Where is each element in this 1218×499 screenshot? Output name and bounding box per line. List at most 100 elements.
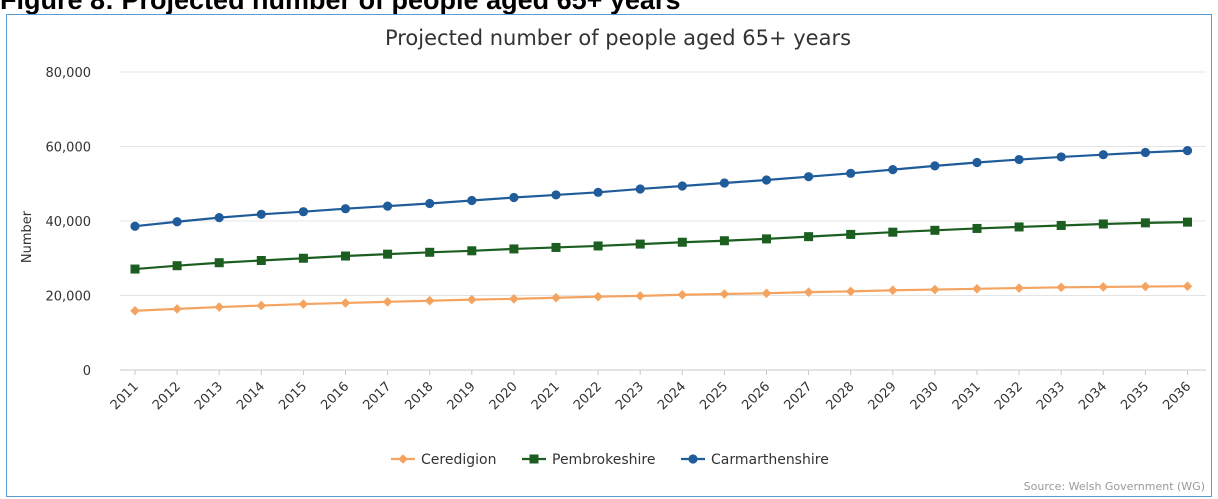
data-point-carmarthenshire[interactable] (383, 201, 393, 211)
y-tick-label: 60,000 (46, 141, 92, 156)
data-point-carmarthenshire[interactable] (425, 198, 435, 209)
data-point-pembrokeshire[interactable] (1014, 222, 1024, 232)
data-point-carmarthenshire[interactable] (972, 157, 982, 168)
data-point-ceredigion[interactable] (1182, 281, 1193, 291)
y-tick-label: 80,000 (46, 66, 92, 81)
data-point-carmarthenshire[interactable] (888, 164, 898, 175)
data-point-ceredigion[interactable] (845, 286, 856, 297)
data-point-pembrokeshire[interactable] (256, 255, 266, 265)
data-point-pembrokeshire[interactable] (130, 264, 140, 274)
data-point-pembrokeshire[interactable] (930, 225, 940, 235)
data-point-carmarthenshire[interactable] (1182, 145, 1193, 156)
data-point-pembrokeshire[interactable] (888, 227, 898, 237)
data-point-ceredigion[interactable] (551, 292, 561, 303)
legend-marker[interactable] (398, 454, 408, 464)
data-point-pembrokeshire[interactable] (467, 246, 477, 256)
y-tick-label: 40,000 (46, 215, 92, 230)
data-point-ceredigion[interactable] (424, 295, 435, 306)
data-point-pembrokeshire[interactable] (1140, 218, 1150, 228)
data-point-pembrokeshire[interactable] (719, 236, 729, 246)
data-point-carmarthenshire[interactable] (509, 192, 519, 203)
data-point-ceredigion[interactable] (467, 294, 477, 305)
data-point-ceredigion[interactable] (593, 291, 603, 302)
data-point-pembrokeshire[interactable] (846, 229, 856, 239)
x-tick-label: 2016 (318, 379, 352, 413)
data-point-carmarthenshire[interactable] (761, 175, 772, 185)
data-point-pembrokeshire[interactable] (425, 247, 435, 257)
data-point-carmarthenshire[interactable] (551, 190, 561, 200)
data-point-ceredigion[interactable] (298, 299, 309, 309)
data-point-carmarthenshire[interactable] (172, 217, 182, 227)
data-point-pembrokeshire[interactable] (1098, 219, 1108, 229)
data-point-ceredigion[interactable] (130, 305, 140, 316)
data-point-ceredigion[interactable] (930, 284, 940, 295)
data-point-pembrokeshire[interactable] (214, 258, 224, 268)
data-point-pembrokeshire[interactable] (1056, 220, 1066, 230)
data-point-ceredigion[interactable] (972, 283, 982, 294)
data-point-carmarthenshire[interactable] (1098, 150, 1108, 160)
data-point-ceredigion[interactable] (1056, 282, 1066, 293)
data-point-carmarthenshire[interactable] (593, 187, 603, 197)
data-point-carmarthenshire[interactable] (298, 207, 308, 217)
x-tick-label: 2015 (276, 379, 310, 413)
data-point-ceredigion[interactable] (1140, 281, 1151, 292)
data-point-carmarthenshire[interactable] (846, 168, 856, 178)
legend[interactable]: Ceredigion Pembrokeshire Carmarthenshire (391, 452, 829, 468)
data-point-pembrokeshire[interactable] (593, 241, 603, 251)
data-point-ceredigion[interactable] (761, 288, 772, 299)
legend-item-carmarthenshire[interactable]: Carmarthenshire (681, 452, 829, 468)
x-tick-label: 2012 (150, 379, 184, 413)
data-point-pembrokeshire[interactable] (298, 253, 308, 263)
data-point-carmarthenshire[interactable] (130, 221, 140, 231)
legend-marker[interactable] (688, 454, 698, 464)
data-point-pembrokeshire[interactable] (1183, 217, 1192, 227)
series-line-ceredigion (134, 285, 1188, 312)
data-point-ceredigion[interactable] (172, 304, 182, 314)
data-point-carmarthenshire[interactable] (930, 161, 940, 171)
data-point-carmarthenshire[interactable] (719, 178, 730, 188)
data-point-pembrokeshire[interactable] (762, 234, 771, 244)
data-point-carmarthenshire[interactable] (1056, 152, 1066, 162)
data-point-ceredigion[interactable] (509, 294, 519, 304)
data-point-ceredigion[interactable] (888, 285, 898, 296)
x-tick-label: 2026 (739, 379, 773, 413)
data-point-ceredigion[interactable] (382, 297, 393, 307)
data-point-ceredigion[interactable] (1098, 282, 1109, 292)
x-tick-label: 2028 (824, 379, 858, 413)
data-point-carmarthenshire[interactable] (1140, 147, 1150, 158)
data-point-carmarthenshire[interactable] (214, 213, 224, 223)
data-point-pembrokeshire[interactable] (509, 244, 519, 254)
data-point-carmarthenshire[interactable] (467, 195, 477, 206)
data-point-carmarthenshire[interactable] (804, 172, 814, 182)
data-point-carmarthenshire[interactable] (256, 209, 266, 219)
data-point-ceredigion[interactable] (635, 291, 645, 301)
data-point-pembrokeshire[interactable] (383, 249, 393, 259)
legend-marker[interactable] (529, 454, 539, 464)
legend-item-pembrokeshire[interactable]: Pembrokeshire (522, 452, 655, 468)
data-point-pembrokeshire[interactable] (172, 261, 182, 271)
data-point-pembrokeshire[interactable] (341, 251, 350, 261)
data-point-ceredigion[interactable] (803, 287, 814, 297)
data-point-carmarthenshire[interactable] (1014, 154, 1024, 165)
data-point-pembrokeshire[interactable] (551, 242, 561, 252)
x-tick-label: 2019 (445, 379, 479, 413)
data-point-pembrokeshire[interactable] (804, 232, 814, 242)
data-point-carmarthenshire[interactable] (677, 181, 687, 191)
data-point-ceredigion[interactable] (256, 300, 267, 311)
chart-title: Projected number of people aged 65+ year… (385, 26, 851, 50)
legend-item-ceredigion[interactable]: Ceredigion (391, 452, 496, 468)
data-point-ceredigion[interactable] (677, 289, 688, 300)
x-tick-label: 2034 (1076, 379, 1110, 413)
data-point-pembrokeshire[interactable] (972, 223, 982, 233)
x-tick-label: 2033 (1034, 379, 1068, 413)
data-point-ceredigion[interactable] (1014, 283, 1024, 293)
x-axis-ticks: 2011 2012 2013 2014 2015 2016 2017 2018 2019 2020… (108, 370, 1194, 413)
data-point-carmarthenshire[interactable] (340, 204, 351, 214)
data-point-pembrokeshire[interactable] (635, 239, 645, 249)
data-point-ceredigion[interactable] (214, 302, 224, 312)
data-point-pembrokeshire[interactable] (677, 237, 687, 247)
data-point-ceredigion[interactable] (340, 298, 351, 308)
data-point-ceredigion[interactable] (719, 289, 730, 299)
data-point-carmarthenshire[interactable] (635, 184, 645, 194)
x-tick-label: 2032 (992, 379, 1026, 413)
